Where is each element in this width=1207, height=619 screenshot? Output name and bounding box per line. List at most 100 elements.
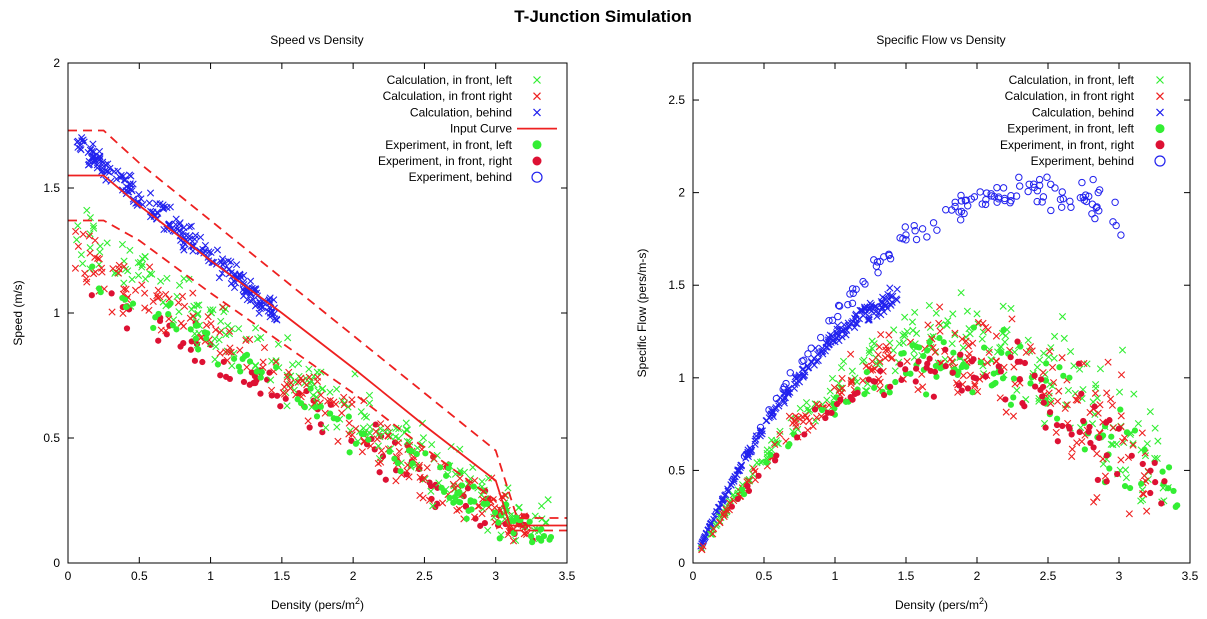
data-point [707,530,716,538]
data-point [177,319,185,327]
data-point [1117,231,1125,239]
data-point [365,436,372,443]
data-point [714,503,722,512]
plot-frame [692,62,1191,564]
x-tick-label: 2 [974,569,981,583]
data-point [799,418,807,426]
flow-density-chart: Specific Flow vs Density 0 0.5 1 1.5 2 2.5 3 3.5… [635,33,1199,612]
data-point [753,432,761,440]
data-point [375,429,383,438]
data-point [1107,440,1115,448]
data-point [366,429,374,438]
data-point [481,520,488,527]
data-point [118,240,127,249]
y-tick-label: 1 [678,371,685,385]
data-point [916,344,923,351]
data-point [148,270,156,278]
data-point [970,374,977,381]
data-point [1089,175,1097,184]
data-point [203,335,210,342]
data-point [936,334,943,342]
data-point [91,155,99,163]
data-point [738,486,746,493]
data-point [402,419,410,427]
data-point [1058,313,1067,321]
legend-label: Calculation, in front, left [387,73,513,87]
data-point [86,249,94,257]
data-point [877,330,885,339]
data-point [1085,428,1092,435]
data-point [119,294,126,302]
data-point [971,382,979,390]
data-point [377,420,385,428]
legend-label: Experiment, behind [1031,154,1134,168]
data-point [1091,389,1099,397]
data-point [317,421,324,428]
data-point [108,290,115,297]
x-tick-label: 1 [207,569,214,583]
data-point [115,261,123,269]
data-point [1002,332,1010,340]
data-point [902,366,909,373]
data-point [805,417,813,425]
data-point [790,384,798,392]
data-point [257,374,264,381]
data-point [512,536,520,545]
legend-filled-circle-symbol [532,156,542,166]
data-point [87,144,95,153]
legend-label: Experiment, in front, left [385,138,512,152]
data-point [1061,404,1069,413]
data-point [304,417,312,425]
data-point [1143,507,1151,515]
x-tick-label: 1.5 [274,569,291,583]
data-point [204,330,211,337]
data-point [453,506,461,515]
data-point [839,357,848,365]
data-point [1024,187,1032,196]
data-point [933,373,940,380]
data-point [785,443,792,450]
data-point [969,339,977,347]
data-point [1028,347,1036,355]
data-point [924,321,932,329]
data-point [526,518,533,525]
data-point [893,285,901,293]
data-point [1131,427,1139,434]
legend-open-circle-symbol [531,171,543,183]
data-point [230,355,238,362]
data-point [150,324,157,332]
data-point [97,289,104,296]
data-point [1151,459,1158,467]
data-point [1043,360,1050,367]
data-point [1036,356,1044,364]
data-point [1045,353,1053,361]
data-point [901,223,909,231]
data-point [1139,460,1146,468]
data-point [842,325,850,333]
data-point [817,333,825,342]
data-point [1046,347,1054,355]
data-point [835,302,844,310]
data-point [195,301,203,309]
data-point [868,357,876,366]
data-point [169,226,178,234]
data-point [159,203,168,212]
data-point [134,271,143,280]
data-point [79,230,87,238]
data-point [737,461,745,470]
data-point [373,435,381,443]
data-point [428,440,436,449]
data-point [1032,383,1039,390]
data-point [1117,371,1126,379]
data-point [438,499,447,507]
data-point [852,311,860,320]
data-point [122,285,130,293]
data-point [1129,440,1137,448]
data-point [951,202,959,211]
data-point [1050,332,1059,340]
data-point [340,393,348,401]
data-point [719,495,727,504]
data-point [324,397,332,405]
data-point [936,303,944,311]
data-point [919,383,927,391]
